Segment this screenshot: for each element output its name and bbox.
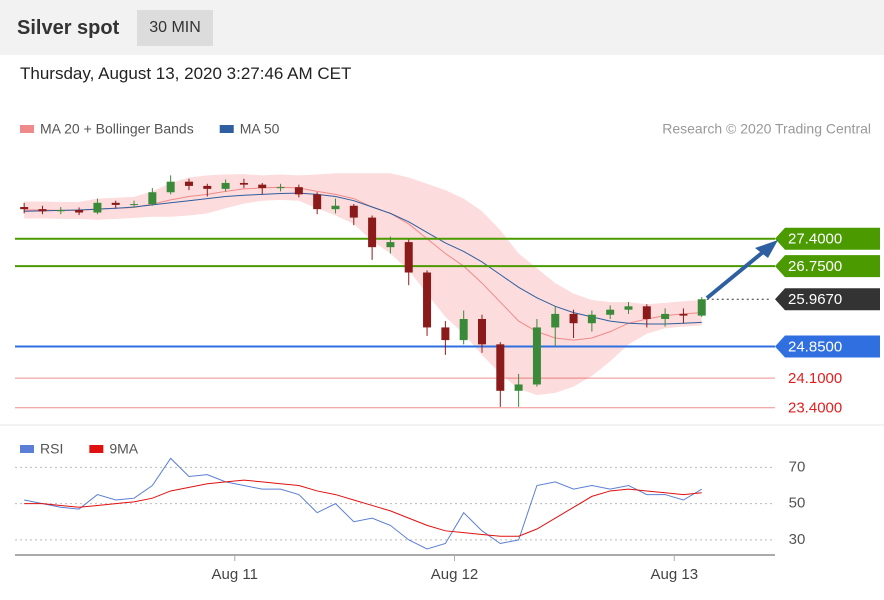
level-label: 25.9670 — [788, 291, 842, 308]
candle-body — [661, 313, 670, 319]
candle-body — [551, 313, 560, 328]
candle-body — [148, 192, 157, 205]
y-tick-label: 30 — [789, 531, 806, 548]
candle-body — [294, 187, 303, 195]
candle-body — [459, 318, 468, 341]
candle-body — [423, 272, 432, 328]
candle-body — [20, 207, 29, 210]
level-label: 27.4000 — [788, 231, 842, 248]
instrument-title: Silver spot — [17, 17, 120, 39]
y-tick-label: 70 — [789, 458, 806, 475]
candle-body — [75, 209, 84, 213]
legend-swatch — [20, 445, 34, 453]
y-tick-label: 50 — [789, 495, 806, 512]
candle-body — [606, 309, 615, 315]
candle-body — [38, 209, 47, 212]
timeframe-button[interactable]: 30 MIN — [137, 10, 213, 46]
level-label: 26.7500 — [788, 258, 842, 275]
arrow-head — [755, 240, 778, 258]
candle-body — [276, 187, 285, 189]
candle-body — [313, 194, 322, 210]
legend-label: 9MA — [109, 441, 138, 457]
legend-label: RSI — [40, 441, 63, 457]
credit: Research © 2020 Trading Central — [662, 121, 871, 137]
candle-body — [56, 209, 65, 212]
legend-label: MA 20 + Bollinger Bands — [40, 121, 194, 137]
level-label: 23.4000 — [788, 400, 842, 417]
candle-body — [130, 204, 139, 206]
candle-body — [239, 182, 248, 185]
candle-body — [496, 344, 505, 391]
candle-body — [642, 306, 651, 319]
candle-body — [368, 217, 377, 248]
candle-body — [331, 205, 340, 210]
legend-swatch — [89, 445, 104, 453]
legend-swatch — [20, 125, 34, 133]
x-tick-label: Aug 13 — [651, 566, 699, 583]
level-tag — [775, 335, 880, 358]
candle-body — [349, 205, 358, 218]
x-tick-label: Aug 11 — [212, 566, 258, 583]
candle-body — [477, 318, 486, 345]
candle-body — [441, 327, 450, 341]
candle-body — [184, 181, 193, 186]
timestamp: Thursday, August 13, 2020 3:27:46 AM CET — [20, 64, 352, 83]
indicator-line — [24, 479, 702, 537]
candle-body — [386, 242, 395, 248]
legend-label: MA 50 — [240, 121, 280, 137]
candle-body — [587, 314, 596, 324]
candle-body — [203, 185, 212, 189]
level-tag — [775, 288, 880, 311]
indicator-line — [24, 457, 703, 550]
candle-body — [514, 384, 523, 391]
candle-body — [532, 327, 541, 385]
candle-body — [111, 202, 120, 205]
candle-body — [697, 299, 706, 316]
level-tag — [775, 255, 880, 278]
forecast-arrow — [705, 246, 770, 300]
level-label: 24.8500 — [788, 338, 842, 355]
candle-body — [679, 313, 688, 316]
candle-body — [569, 313, 578, 324]
candle-body — [166, 181, 175, 193]
band-layer — [24, 173, 702, 396]
candle-body — [258, 184, 267, 189]
x-tick-label: Aug 12 — [431, 566, 479, 583]
bollinger-band — [24, 173, 702, 396]
candle-body — [404, 242, 413, 273]
level-label: 24.1000 — [788, 370, 842, 387]
candle-body — [221, 182, 230, 189]
main-layer: 27.4000 26.7500 25.9670 24.8500 24.1000 23.40… — [15, 121, 880, 583]
candle-body — [93, 202, 102, 213]
legend-swatch — [219, 125, 234, 133]
level-tag — [775, 227, 880, 250]
candle-body — [624, 306, 633, 310]
